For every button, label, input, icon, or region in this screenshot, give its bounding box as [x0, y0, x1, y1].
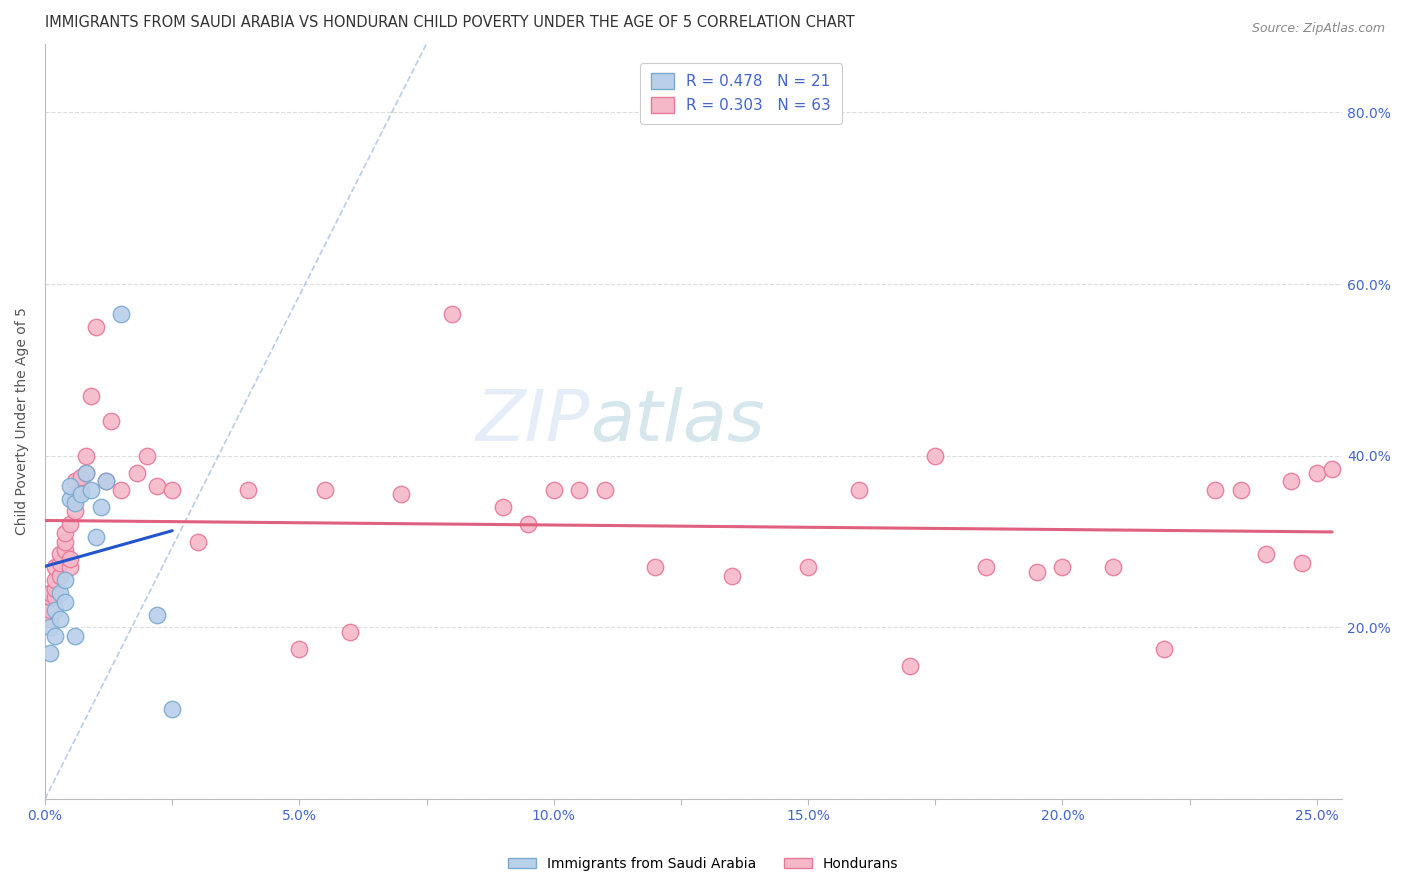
Point [39, 603, 62, 617]
Y-axis label: Child Poverty Under the Age of 5: Child Poverty Under the Age of 5 [15, 308, 30, 535]
Point [49, 548, 72, 562]
Point [1279, 475, 1302, 489]
Point [974, 560, 997, 574]
Point [59, 551, 82, 566]
Point [314, 483, 336, 497]
Point [65, 496, 87, 510]
Point [49, 569, 72, 583]
Point [39, 591, 62, 605]
Point [53, 534, 76, 549]
Point [720, 569, 742, 583]
Point [1229, 483, 1251, 497]
Point [75, 449, 97, 463]
Point [160, 702, 183, 716]
Point [1102, 560, 1125, 574]
Point [65, 491, 87, 506]
Point [49, 612, 72, 626]
Point [65, 475, 87, 489]
Point [1306, 466, 1329, 480]
Point [100, 414, 122, 428]
Point [110, 307, 132, 321]
Point [69, 470, 91, 484]
Point [39, 612, 62, 626]
Point [44, 591, 66, 605]
Point [543, 483, 565, 497]
Point [44, 560, 66, 574]
Point [898, 659, 921, 673]
Point [80, 389, 103, 403]
Point [44, 573, 66, 587]
Point [39, 646, 62, 660]
Point [135, 449, 157, 463]
Point [65, 504, 87, 518]
Point [146, 479, 169, 493]
Point [797, 560, 820, 574]
Point [187, 534, 209, 549]
Point [94, 475, 117, 489]
Point [339, 624, 361, 639]
Point [49, 556, 72, 570]
Point [146, 607, 169, 622]
Point [1320, 461, 1343, 475]
Point [75, 466, 97, 480]
Point [125, 466, 148, 480]
Point [59, 479, 82, 493]
Point [1291, 556, 1313, 570]
Text: IMMIGRANTS FROM SAUDI ARABIA VS HONDURAN CHILD POVERTY UNDER THE AGE OF 5 CORREL: IMMIGRANTS FROM SAUDI ARABIA VS HONDURAN… [45, 15, 855, 30]
Point [69, 487, 91, 501]
Point [517, 517, 540, 532]
Point [65, 629, 87, 643]
Point [53, 573, 76, 587]
Point [160, 483, 183, 497]
Point [44, 629, 66, 643]
Point [1254, 548, 1277, 562]
Point [59, 560, 82, 574]
Point [53, 594, 76, 608]
Point [1153, 641, 1175, 656]
Point [53, 543, 76, 558]
Point [59, 517, 82, 532]
Text: atlas: atlas [591, 387, 765, 456]
Point [1204, 483, 1226, 497]
Legend: R = 0.478   N = 21, R = 0.303   N = 63: R = 0.478 N = 21, R = 0.303 N = 63 [640, 62, 842, 124]
Point [69, 483, 91, 497]
Point [44, 603, 66, 617]
Point [440, 307, 463, 321]
Point [924, 449, 946, 463]
Point [84, 530, 107, 544]
Point [94, 475, 117, 489]
Point [59, 491, 82, 506]
Point [238, 483, 260, 497]
Point [644, 560, 666, 574]
Point [1026, 565, 1049, 579]
Point [492, 500, 515, 515]
Point [593, 483, 616, 497]
Point [1052, 560, 1074, 574]
Point [84, 320, 107, 334]
Point [568, 483, 591, 497]
Point [80, 483, 103, 497]
Point [288, 641, 311, 656]
Point [39, 586, 62, 600]
Text: Source: ZipAtlas.com: Source: ZipAtlas.com [1251, 22, 1385, 36]
Point [49, 586, 72, 600]
Point [90, 500, 112, 515]
Point [53, 525, 76, 540]
Text: ZIP: ZIP [475, 387, 591, 456]
Point [44, 582, 66, 596]
Point [110, 483, 132, 497]
Point [848, 483, 870, 497]
Point [389, 487, 412, 501]
Legend: Immigrants from Saudi Arabia, Hondurans: Immigrants from Saudi Arabia, Hondurans [502, 851, 904, 876]
Point [75, 466, 97, 480]
Point [39, 620, 62, 634]
